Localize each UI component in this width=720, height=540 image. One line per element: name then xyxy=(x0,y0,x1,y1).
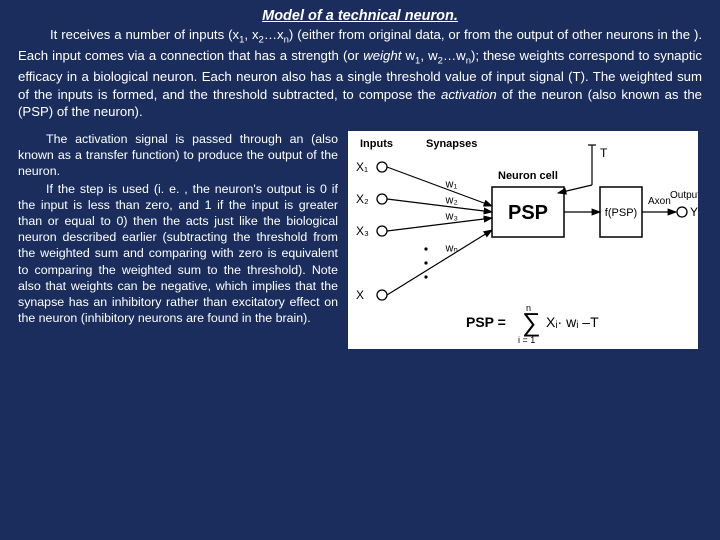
svg-text:PSP =: PSP = xyxy=(466,314,506,330)
svg-text:PSP: PSP xyxy=(508,202,548,224)
activation-word: activation xyxy=(441,87,497,102)
neuron-diagram: Inputs Synapses Neuron cell X₁ w₁ X₂ w₂ X₃ w₃ Xwₙ… xyxy=(348,131,698,349)
paragraph-1: It receives a number of inputs (x1, x2…x… xyxy=(18,26,702,121)
p1-text: w xyxy=(401,48,415,63)
p1-text: …x xyxy=(264,27,284,42)
svg-text:Neuron cell: Neuron cell xyxy=(498,170,558,182)
p1-text: , w xyxy=(420,48,437,63)
svg-text:T: T xyxy=(600,146,608,160)
svg-text:Y: Y xyxy=(690,205,698,219)
svg-text:Xᵢ· wᵢ –T: Xᵢ· wᵢ –T xyxy=(546,314,599,330)
svg-text:f(PSP): f(PSP) xyxy=(605,207,637,219)
p1-text: …w xyxy=(443,48,466,63)
p2-block2: If the step is used (i. e. , the neuron'… xyxy=(18,182,338,325)
svg-text:w₃: w₃ xyxy=(445,210,458,222)
p1-text: It receives a number of inputs (x xyxy=(50,27,239,42)
svg-text:Output: Output xyxy=(670,190,698,201)
neuron-svg: Inputs Synapses Neuron cell X₁ w₁ X₂ w₂ X₃ w₃ Xwₙ… xyxy=(348,131,698,349)
svg-text:n: n xyxy=(526,303,531,313)
p1-text: , x xyxy=(244,27,258,42)
svg-text:X₂: X₂ xyxy=(356,192,369,206)
svg-text:wₙ: wₙ xyxy=(445,242,458,254)
svg-text:X: X xyxy=(356,288,364,302)
svg-text:w₂: w₂ xyxy=(445,194,458,206)
p2-block1: The activation signal is passed through … xyxy=(18,132,338,178)
svg-text:w₁: w₁ xyxy=(445,178,458,190)
svg-text:Synapses: Synapses xyxy=(426,138,477,150)
weight-word: weight xyxy=(363,48,401,63)
svg-text:∑: ∑ xyxy=(522,307,541,337)
svg-text:i = 1: i = 1 xyxy=(518,335,535,345)
paragraph-2: The activation signal is passed through … xyxy=(18,131,338,349)
svg-text:Axon: Axon xyxy=(648,196,671,207)
svg-text:X₃: X₃ xyxy=(356,224,369,238)
svg-text:X₁: X₁ xyxy=(356,160,368,174)
svg-text:Inputs: Inputs xyxy=(360,138,393,150)
page-title: Model of a technical neuron. xyxy=(18,8,702,24)
